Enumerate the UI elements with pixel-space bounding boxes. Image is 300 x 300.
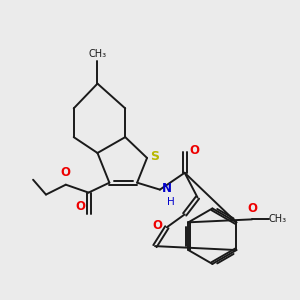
Text: CH₃: CH₃ [269,214,287,224]
Text: O: O [247,202,257,215]
Text: N: N [162,182,172,195]
Text: S: S [151,150,160,163]
Text: CH₃: CH₃ [88,49,106,59]
Text: O: O [189,144,199,157]
Text: O: O [61,166,71,179]
Text: H: H [167,197,175,207]
Text: O: O [76,200,85,213]
Text: O: O [152,219,162,232]
